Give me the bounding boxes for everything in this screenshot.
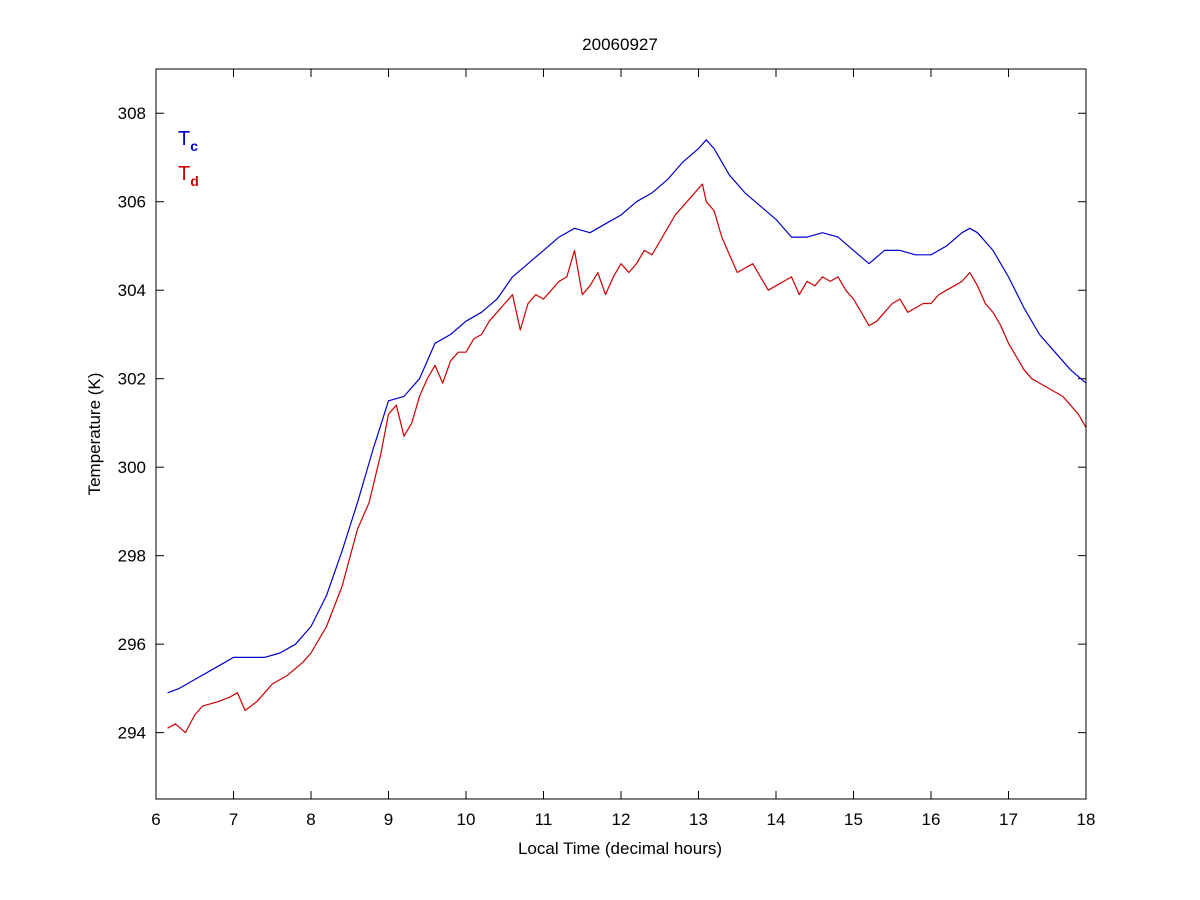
x-tick-label: 11 <box>535 810 553 829</box>
x-tick-label: 8 <box>306 810 315 829</box>
x-tick-label: 18 <box>1077 810 1096 829</box>
y-tick-label: 298 <box>118 547 146 566</box>
x-tick-label: 7 <box>229 810 238 829</box>
y-axis-label: Temperature (K) <box>85 373 104 496</box>
legend-tc-main: T <box>178 128 190 150</box>
y-tick-label: 306 <box>118 193 146 212</box>
y-tick-label: 308 <box>118 104 146 123</box>
legend-entry-td: Td <box>178 163 199 189</box>
x-axis-label: Local Time (decimal hours) <box>518 839 722 858</box>
chart-title: 20060927 <box>582 35 658 54</box>
y-tick-label: 296 <box>118 635 146 654</box>
legend-tc-sub: c <box>190 138 198 154</box>
y-tick-label: 302 <box>118 370 146 389</box>
y-tick-label: 294 <box>118 724 146 743</box>
x-tick-label: 10 <box>457 810 476 829</box>
x-tick-label: 6 <box>151 810 160 829</box>
x-axis-ticks: 6 7 8 9 10 11 12 13 14 15 16 17 18 <box>151 69 1095 829</box>
x-tick-label: 16 <box>922 810 941 829</box>
series-line-tc <box>167 139 1087 694</box>
y-tick-label: 300 <box>118 458 146 477</box>
plot-area-frame <box>155 68 1087 800</box>
x-tick-label: 9 <box>384 810 393 829</box>
legend-td-main: T <box>178 163 190 185</box>
legend-td-sub: d <box>190 173 199 189</box>
x-tick-label: 13 <box>689 810 708 829</box>
x-tick-label: 15 <box>844 810 863 829</box>
x-tick-label: 17 <box>999 810 1018 829</box>
x-tick-label: 14 <box>767 810 786 829</box>
x-tick-label: 12 <box>612 810 631 829</box>
legend-entry-tc: Tc <box>178 128 198 154</box>
y-tick-label: 304 <box>118 281 146 300</box>
legend: Tc Td <box>178 128 199 189</box>
y-axis-ticks: 294 296 298 300 302 304 306 308 <box>118 104 1086 743</box>
series-line-td <box>167 183 1087 734</box>
series-lines <box>167 139 1087 734</box>
